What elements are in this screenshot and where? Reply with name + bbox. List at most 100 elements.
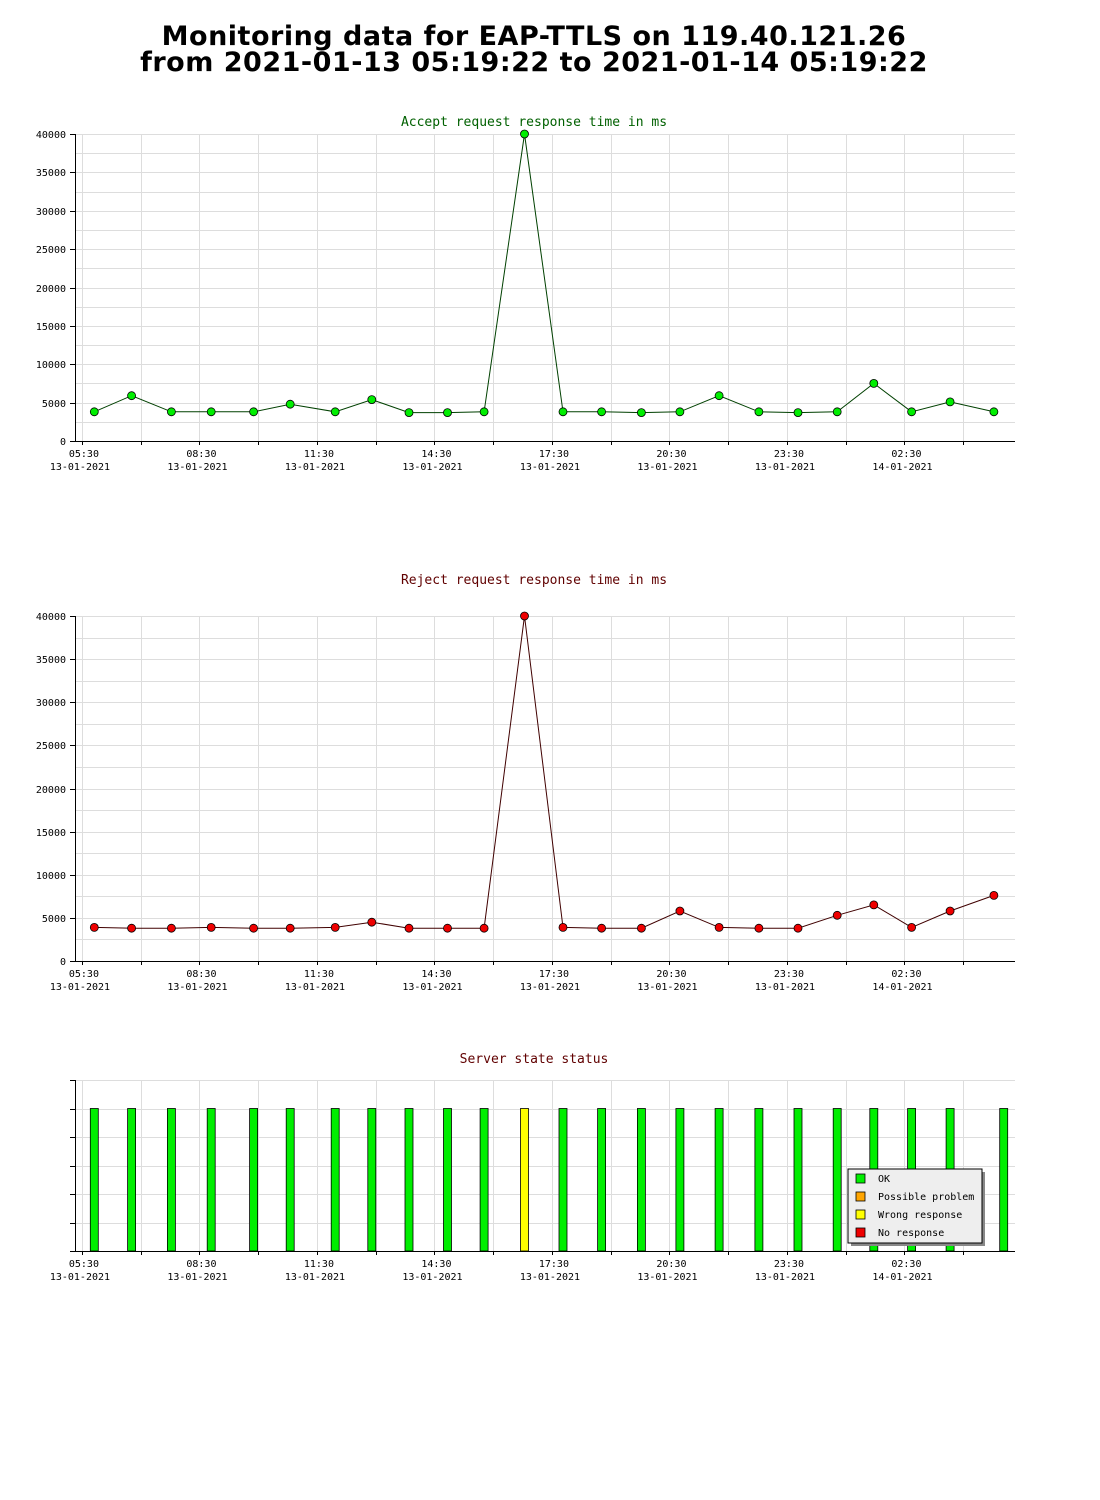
data-point-marker [285, 399, 295, 409]
data-point-marker [597, 407, 606, 417]
x-tick-label-date: 13-01-2021 [402, 982, 462, 993]
x-tick-label-date: 13-01-2021 [167, 1272, 227, 1283]
status-bar [520, 1108, 529, 1252]
data-point-marker [127, 923, 137, 933]
legend-label: Wrong response [878, 1210, 962, 1221]
y-tick-label: 20000 [36, 284, 66, 295]
y-tick-label: 25000 [36, 245, 66, 256]
data-point-marker [754, 923, 764, 933]
data-point-marker [367, 395, 377, 405]
x-tick-label-date: 13-01-2021 [637, 462, 697, 473]
data-point-marker [793, 923, 803, 933]
chart-title: Server state status [460, 1052, 609, 1067]
data-point-marker [714, 922, 724, 932]
data-point-marker [166, 923, 176, 933]
data-point-marker [675, 906, 685, 916]
reject-response-time-chart: Reject request response time in ms 0 5000 1… [36, 573, 1015, 993]
x-tick-label-date: 14-01-2021 [872, 462, 932, 473]
x-tick-label-time: 05:30 [69, 449, 99, 460]
y-tick-label: 40000 [36, 130, 66, 141]
x-tick-label-time: 20:30 [656, 969, 686, 980]
x-tick-label-date: 13-01-2021 [50, 462, 110, 473]
y-tick-label: 35000 [36, 168, 66, 179]
status-bar [330, 1108, 340, 1252]
series-line [94, 615, 995, 929]
y-tick-label: 25000 [36, 741, 66, 752]
data-point-marker [443, 923, 452, 933]
y-tick-label: 30000 [36, 698, 66, 709]
data-point-marker [330, 922, 340, 932]
data-point-marker [404, 923, 414, 933]
series-line [94, 133, 995, 414]
x-tick-label-time: 11:30 [304, 1259, 334, 1270]
data-point-marker [989, 890, 999, 900]
x-tick-label-time: 14:30 [421, 969, 451, 980]
data-point-marker [675, 407, 685, 417]
data-point-marker [907, 407, 916, 417]
legend-swatch [855, 1191, 866, 1202]
data-point-marker [479, 923, 489, 933]
x-tick-label-time: 11:30 [304, 969, 334, 980]
data-point-marker [404, 408, 414, 418]
y-tick-label: 10000 [36, 360, 66, 371]
data-point-marker [869, 378, 879, 388]
status-bar [675, 1108, 685, 1252]
data-point-marker [558, 922, 568, 932]
data-point-marker [558, 407, 568, 417]
y-tick-label: 30000 [36, 207, 66, 218]
x-tick-label-time: 02:30 [891, 969, 921, 980]
y-tick-label: 0 [60, 957, 66, 968]
y-tick-label: 5000 [42, 914, 66, 925]
data-point-marker [597, 923, 606, 933]
x-tick-label-date: 13-01-2021 [755, 982, 815, 993]
x-tick-label-date: 13-01-2021 [285, 1272, 345, 1283]
data-point-marker [945, 397, 955, 407]
x-tick-label-date: 13-01-2021 [50, 1272, 110, 1283]
x-tick-label-time: 05:30 [69, 1259, 99, 1270]
x-tick-label-time: 17:30 [539, 1259, 569, 1270]
status-bar [479, 1108, 489, 1252]
data-point-marker [479, 407, 489, 417]
legend-swatch [855, 1209, 866, 1220]
x-tick-label-time: 14:30 [421, 1259, 451, 1270]
chart-title: Reject request response time in ms [401, 573, 667, 588]
data-point-marker [166, 407, 176, 417]
status-bar [637, 1108, 646, 1252]
x-tick-label-date: 13-01-2021 [520, 462, 580, 473]
data-point-marker [793, 408, 803, 418]
chart-title: Accept request response time in ms [401, 115, 667, 130]
data-point-marker [832, 407, 842, 417]
data-point-marker [89, 922, 99, 932]
x-tick-label-time: 23:30 [774, 1259, 804, 1270]
data-point-marker [443, 408, 452, 418]
status-bar [249, 1108, 259, 1252]
x-tick-label-time: 08:30 [186, 1259, 216, 1270]
page-title-line-2: from 2021-01-13 05:19:22 to 2021-01-14 0… [140, 47, 928, 78]
legend-swatch [855, 1173, 866, 1184]
status-bar [367, 1108, 377, 1252]
page-title-line-1: Monitoring data for EAP-TTLS on 119.40.1… [161, 21, 907, 52]
x-tick-label-date: 13-01-2021 [755, 1272, 815, 1283]
data-point-marker [206, 922, 216, 932]
x-tick-label-time: 23:30 [774, 449, 804, 460]
status-bar [714, 1108, 724, 1252]
legend-swatch [855, 1227, 866, 1238]
accept-response-time-chart: Accept request response time in ms 0 5000 1… [36, 115, 1015, 473]
status-bar [597, 1108, 606, 1252]
page-title: Monitoring data for EAP-TTLS on 119.40.1… [0, 21, 1068, 78]
data-point-marker [249, 923, 259, 933]
y-tick-label: 20000 [36, 785, 66, 796]
data-point-marker [249, 407, 259, 417]
status-bar [558, 1108, 568, 1252]
x-tick-label-time: 08:30 [186, 969, 216, 980]
y-tick-label: 15000 [36, 828, 66, 839]
y-tick-label: 15000 [36, 322, 66, 333]
y-tick-label: 5000 [42, 399, 66, 410]
x-tick-label-time: 08:30 [186, 449, 216, 460]
status-bar [999, 1108, 1009, 1252]
y-tick-label: 10000 [36, 871, 66, 882]
x-tick-label-date: 13-01-2021 [755, 462, 815, 473]
data-point-marker [206, 407, 216, 417]
x-tick-label-date: 13-01-2021 [167, 982, 227, 993]
data-point-marker [520, 611, 529, 621]
